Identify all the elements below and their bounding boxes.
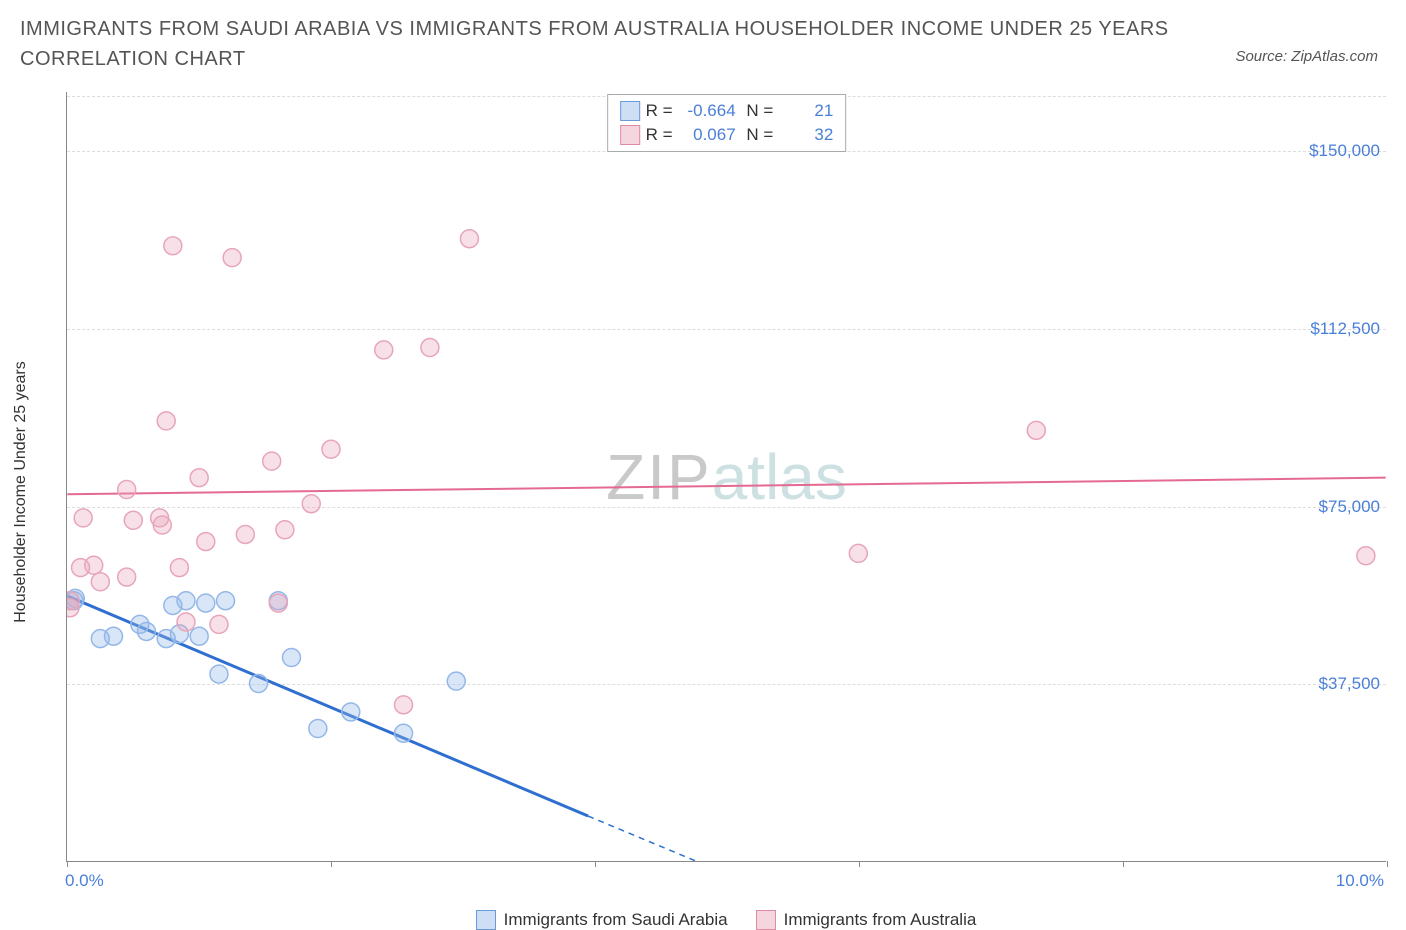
scatter-point xyxy=(74,509,92,527)
scatter-point xyxy=(375,341,393,359)
chart-title: IMMIGRANTS FROM SAUDI ARABIA VS IMMIGRAN… xyxy=(20,14,1170,74)
scatter-point xyxy=(223,249,241,267)
x-tick-mark xyxy=(595,861,596,867)
legend-swatch-pink xyxy=(620,125,640,145)
scatter-point xyxy=(190,469,208,487)
chart-container: Householder Income Under 25 years ZIPatl… xyxy=(20,92,1386,896)
legend-swatch-blue xyxy=(620,101,640,121)
x-tick-label-max: 10.0% xyxy=(1336,871,1384,891)
scatter-point xyxy=(309,720,327,738)
scatter-point xyxy=(322,440,340,458)
scatter-point xyxy=(124,511,142,529)
scatter-point xyxy=(118,568,136,586)
scatter-point xyxy=(460,230,478,248)
x-tick-label-min: 0.0% xyxy=(65,871,104,891)
y-axis-label: Householder Income Under 25 years xyxy=(12,361,30,622)
scatter-point xyxy=(849,544,867,562)
scatter-point xyxy=(153,516,171,534)
scatter-point xyxy=(395,724,413,742)
legend-swatch-saudi xyxy=(476,910,496,930)
scatter-point xyxy=(250,675,268,693)
scatter-point xyxy=(177,592,195,610)
scatter-point xyxy=(421,339,439,357)
scatter-point xyxy=(236,525,254,543)
legend-swatch-australia xyxy=(756,910,776,930)
legend-row-series1: R = -0.664 N = 21 xyxy=(620,99,834,123)
scatter-point xyxy=(1357,547,1375,565)
scatter-point xyxy=(302,495,320,513)
scatter-point xyxy=(210,615,228,633)
legend-item-saudi: Immigrants from Saudi Arabia xyxy=(476,910,728,930)
scatter-point xyxy=(447,672,465,690)
n-value-1: 21 xyxy=(779,99,833,123)
scatter-point xyxy=(190,627,208,645)
scatter-point xyxy=(137,622,155,640)
scatter-point xyxy=(91,573,109,591)
scatter-point xyxy=(269,594,287,612)
x-tick-mark xyxy=(859,861,860,867)
legend-label-saudi: Immigrants from Saudi Arabia xyxy=(504,910,728,930)
plot-svg xyxy=(67,92,1386,861)
scatter-point xyxy=(105,627,123,645)
legend-item-australia: Immigrants from Australia xyxy=(756,910,977,930)
scatter-point xyxy=(157,412,175,430)
scatter-point xyxy=(67,592,79,610)
x-tick-mark xyxy=(1387,861,1388,867)
scatter-point xyxy=(1027,421,1045,439)
scatter-point xyxy=(85,556,103,574)
source-attribution: Source: ZipAtlas.com xyxy=(1235,48,1378,65)
r-value-2: 0.067 xyxy=(682,123,736,147)
scatter-point xyxy=(342,703,360,721)
legend-label-australia: Immigrants from Australia xyxy=(784,910,977,930)
legend-row-series2: R = 0.067 N = 32 xyxy=(620,123,834,147)
scatter-point xyxy=(210,665,228,683)
scatter-point xyxy=(263,452,281,470)
correlation-legend: R = -0.664 N = 21 R = 0.067 N = 32 xyxy=(607,94,847,152)
scatter-point xyxy=(395,696,413,714)
x-tick-mark xyxy=(67,861,68,867)
scatter-point xyxy=(118,481,136,499)
scatter-point xyxy=(197,594,215,612)
n-value-2: 32 xyxy=(779,123,833,147)
scatter-point xyxy=(197,533,215,551)
x-tick-mark xyxy=(1123,861,1124,867)
r-value-1: -0.664 xyxy=(682,99,736,123)
scatter-point xyxy=(170,559,188,577)
scatter-point xyxy=(217,592,235,610)
scatter-point xyxy=(282,649,300,667)
x-tick-mark xyxy=(331,861,332,867)
series-legend: Immigrants from Saudi Arabia Immigrants … xyxy=(66,910,1386,930)
scatter-point xyxy=(276,521,294,539)
plot-area: ZIPatlas R = -0.664 N = 21 R = 0.067 N =… xyxy=(66,92,1386,862)
scatter-point xyxy=(164,237,182,255)
scatter-point xyxy=(177,613,195,631)
